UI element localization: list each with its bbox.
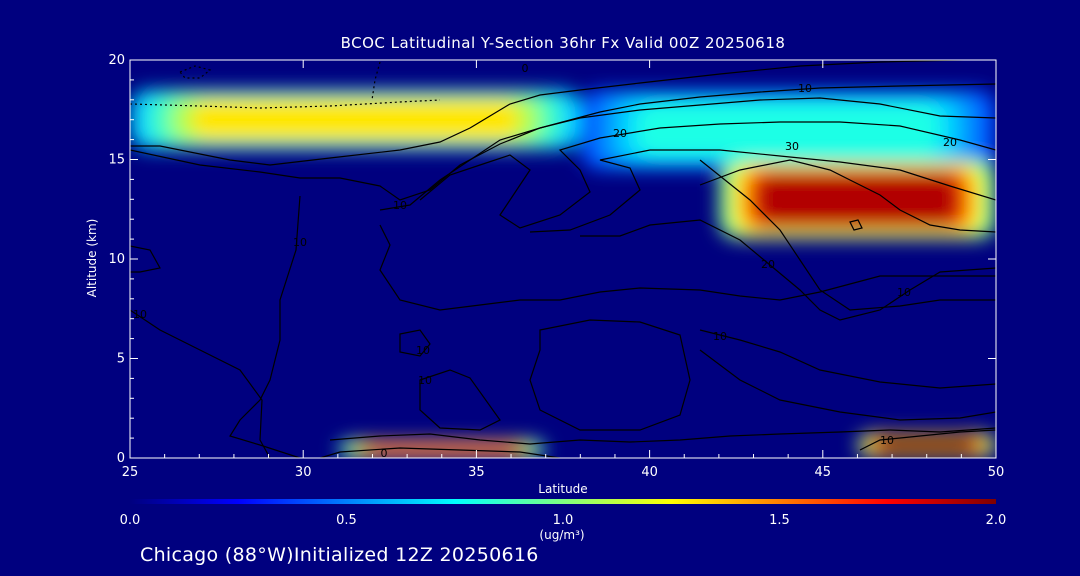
- colorbar-bar: [130, 499, 996, 504]
- contour-label: 10: [393, 199, 407, 212]
- heat-band: [876, 436, 978, 454]
- contour-line: [179, 65, 212, 79]
- y-tick-label: 5: [117, 352, 125, 367]
- y-tick-label: 10: [108, 252, 125, 267]
- contour-label: 20: [943, 136, 957, 149]
- x-axis: 25 30 35 40 45 50: [122, 60, 1005, 480]
- y-axis-label: Altitude (km): [85, 218, 99, 298]
- contour-line: [379, 224, 996, 311]
- colorbar-tick-label: 0.0: [120, 513, 141, 528]
- contour-line: [849, 219, 863, 231]
- colorbar-tick-label: 1.0: [553, 513, 574, 528]
- contour-line: [130, 309, 271, 458]
- contour-line: [130, 245, 161, 273]
- colorbar-tick-label: 0.5: [336, 513, 357, 528]
- contour-label: 0: [522, 62, 529, 75]
- contour-line: [699, 159, 996, 311]
- x-tick-label: 45: [815, 465, 832, 480]
- colorbar-tick-label: 1.5: [769, 513, 790, 528]
- contour-line: [379, 97, 996, 211]
- heat-band: [756, 172, 959, 226]
- contour-label: 10: [418, 374, 432, 387]
- chart-title: BCOC Latitudinal Y-Section 36hr Fx Valid…: [340, 34, 786, 52]
- contour-label: 10: [798, 82, 812, 95]
- contour-line: [419, 369, 501, 431]
- x-tick-label: 50: [988, 465, 1005, 480]
- y-tick-label: 0: [117, 451, 125, 466]
- footer-caption: Chicago (88°W)Initialized 12Z 20250616: [140, 544, 539, 566]
- contour-line: [859, 429, 996, 451]
- contour-line: [130, 99, 441, 109]
- contour-label: 20: [613, 127, 627, 140]
- contour-label: 10: [133, 308, 147, 321]
- contour-line: [580, 219, 996, 321]
- contour-line: [130, 83, 996, 201]
- contour-line: [699, 329, 996, 389]
- contour-line: [699, 349, 996, 421]
- heat-band: [190, 99, 520, 140]
- heatmap-field: [130, 60, 996, 458]
- contour-label: 10: [880, 434, 894, 447]
- y-tick-label: 20: [108, 53, 125, 68]
- contour-label: 10: [293, 236, 307, 249]
- contour-line: [371, 61, 381, 101]
- contour-line: [529, 319, 691, 431]
- x-tick-label: 40: [641, 465, 658, 480]
- contour-label: 10: [416, 344, 430, 357]
- contour-line: [419, 121, 996, 229]
- contour-line: [699, 159, 996, 233]
- contour-label: 10: [713, 330, 727, 343]
- x-tick-label: 30: [295, 465, 312, 480]
- colorbar-unit-label: (ug/m³): [539, 528, 585, 542]
- x-axis-label: Latitude: [538, 482, 588, 496]
- contour-line: [529, 149, 996, 233]
- x-tick-label: 25: [122, 465, 139, 480]
- colorbar-tick-label: 2.0: [986, 513, 1007, 528]
- x-tick-label: 35: [468, 465, 485, 480]
- contour-line: [319, 447, 561, 458]
- contour-label: 30: [785, 140, 799, 153]
- contour-label: 0: [381, 447, 388, 460]
- contour-label: 10: [897, 286, 911, 299]
- y-axis: 0 5 10 15 20: [108, 53, 996, 466]
- contour-labels: 0 10 10 20 20 30 20 10 10 10 10 10 10 10 0: [133, 62, 957, 460]
- y-tick-label: 15: [108, 153, 125, 168]
- contour-lines: [130, 60, 996, 458]
- contour-line: [229, 195, 301, 458]
- heat-band: [636, 102, 940, 157]
- contour-line: [130, 60, 982, 166]
- contour-label: 20: [761, 258, 775, 271]
- contour-line: [329, 427, 996, 445]
- colorbar: 0.0 0.5 1.0 1.5 2.0: [120, 499, 1007, 528]
- contour-line: [399, 329, 431, 357]
